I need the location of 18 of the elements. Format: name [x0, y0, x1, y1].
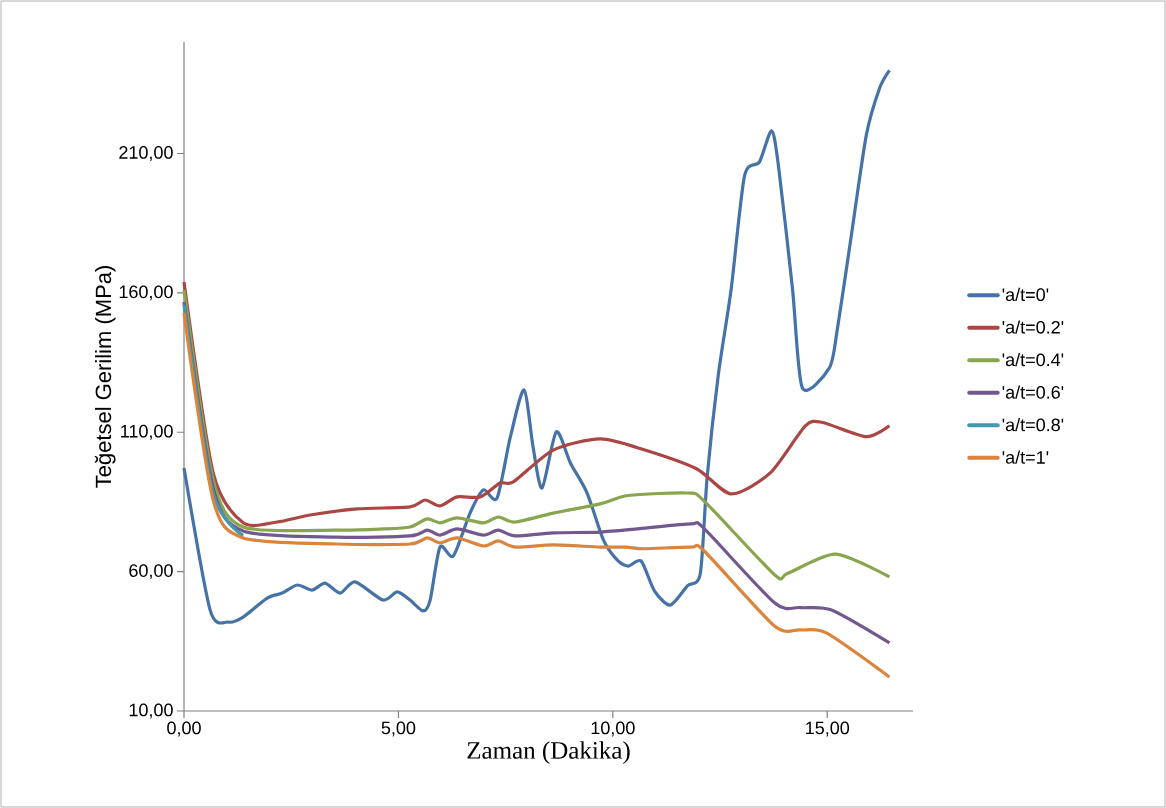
legend-label: 'a/t=0.4' — [1002, 352, 1064, 367]
y-tick-label: 210,00 — [119, 146, 173, 161]
legend-label: 'a/t=0.8' — [1002, 418, 1064, 432]
x-tick-label: 10,00 — [591, 721, 635, 737]
x-tick-label: 5,00 — [381, 721, 416, 737]
legend-label: 'a/t=0.2' — [1002, 320, 1064, 334]
y-tick-label: 60,00 — [129, 564, 173, 580]
line-series — [182, 68, 892, 625]
x-tick-label: 15,00 — [806, 721, 850, 737]
y-axis-title: Teğetsel Gerilim (MPa) — [94, 266, 116, 488]
legend-label: 'a/t=0.6' — [1002, 385, 1064, 399]
x-tick-label: 0,00 — [167, 721, 201, 737]
y-tick-label: 160,00 — [119, 285, 173, 301]
legend-label: 'a/t=1' — [1002, 450, 1049, 464]
y-tick-label: 110,00 — [121, 424, 173, 440]
y-tick-label: 10,00 — [129, 703, 173, 719]
x-axis-title: Zaman (Dakika) — [467, 741, 630, 764]
legend-label: 'a/t=0' — [1002, 287, 1049, 302]
